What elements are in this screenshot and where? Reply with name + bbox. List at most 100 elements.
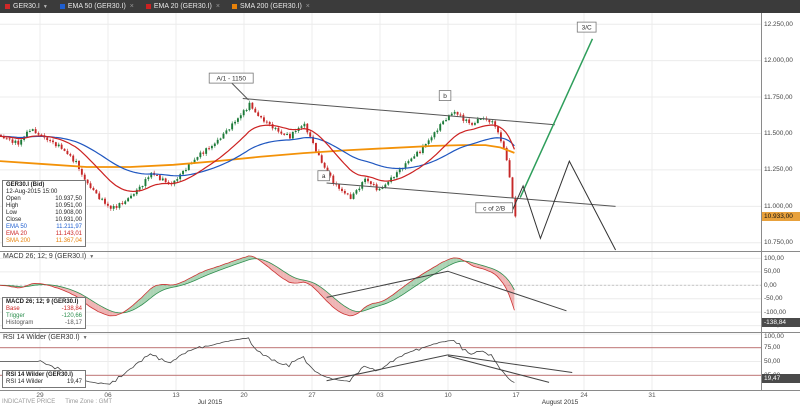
svg-text:b: b [443,93,447,100]
last-value-tag: 10.933,00 [762,211,800,221]
rsi-header[interactable]: RSI 14 Wilder (GER30.I) ▼ [3,334,88,341]
ohlc-row-open: Open 10.937,50 [6,196,82,202]
wave-label[interactable]: a [317,170,330,182]
last-value-tag: 19,47 [762,373,800,383]
tooltip-title: RSI 14 Wilder (GER30.I) [6,372,73,378]
ma-row-ema50: EMA 50 11.211,97 [6,224,82,230]
time-tick-label: 31 [648,392,656,399]
ohlc-row-high: High 10.951,00 [6,203,82,209]
time-tick-label: 29 [36,392,44,399]
time-tick-label: 17 [512,392,520,399]
sma200-line [0,144,515,168]
close-icon[interactable]: × [215,3,220,10]
series-color-swatch [59,4,65,9]
footer-note: INDICATIVE PRICE Time Zone : GMT [2,399,112,405]
chip-label: GER30.I [13,3,40,10]
ma-row-sma200: SMA 200 11.367,04 [6,238,82,244]
ohlc-row-low: Low 10.908,00 [6,210,82,216]
price-panel[interactable]: A/1 - 1150 b 3/C a c of 2/B 12.250,00 12.000,… [0,13,800,252]
macd-chart-svg [0,252,762,332]
axis-tick-label: 100,00 [764,254,784,262]
timezone-label: Time Zone : GMT [65,399,113,405]
ema20-line [0,124,515,193]
trend-line[interactable] [326,354,449,382]
rsi-header-label: RSI 14 Wilder (GER30.I) [3,334,80,341]
trend-line[interactable] [230,82,249,101]
candlesticks [0,100,517,218]
macd-row-trigger: Trigger -120,66 [6,313,82,319]
rsi-chart-svg [0,333,762,390]
svg-text:A/1 - 1150: A/1 - 1150 [216,76,246,83]
price-chart-svg: A/1 - 1150 b 3/C a c of 2/B [0,13,762,251]
axis-tick-label: 10.750,00 [764,239,793,247]
trend-line[interactable] [519,38,594,198]
axis-tick-label: 11.500,00 [764,129,793,137]
indicative-price-label: INDICATIVE PRICE [2,399,56,405]
svg-text:3/C: 3/C [582,25,592,32]
rsi-row-value: RSI 14 Wilder 19,47 [6,379,82,385]
axis-tick-label: 12.000,00 [764,57,793,65]
price-axis[interactable]: 12.250,00 12.000,00 11.750,00 11.500,00 11.2… [761,13,800,251]
chart-toolbar: GER30.I ▼ EMA 50 (GER30.I) × EMA 20 (GER30.I… [0,0,800,13]
axis-tick-label: 100,00 [764,333,784,340]
time-tick-label: 24 [580,392,588,399]
trend-line[interactable] [326,270,449,298]
series-color-swatch [145,4,151,9]
macd-tooltip: MACD 26; 12; 9 (GER30.I) Base -138,84 Tri… [2,297,86,329]
time-tick-label: 27 [308,392,316,399]
indicator-chip-1[interactable]: EMA 50 (GER30.I) × [59,3,134,10]
trend-line[interactable] [326,182,616,207]
macd-header-label: MACD 26; 12; 9 (GER30.I) [3,253,87,260]
macd-panel[interactable]: MACD 26; 12; 9 (GER30.I) ▼ 100,00 50,00 0,… [0,252,800,333]
axis-tick-label: -50,00 [764,295,783,303]
indicator-chip-3[interactable]: SMA 200 (GER30.I) × [231,3,310,10]
macd-axis[interactable]: 100,0050,000,00-50,00-100,00-150,00-138,… [761,252,800,332]
time-tick-label: 20 [240,392,248,399]
ma-row-ema20: EMA 20 11.143,01 [6,231,82,237]
month-label: August 2015 [541,399,579,406]
tooltip-datetime: 12-Aug-2015 15:00 [6,189,58,195]
axis-tick-label: 0,00 [764,281,777,289]
macd-row-base: Base -138,84 [6,306,82,312]
axis-tick-label: 12.250,00 [764,20,793,28]
wave-label[interactable]: A/1 - 1150 [208,72,254,84]
axis-tick-label: 11.000,00 [764,202,793,210]
wave-label[interactable]: 3/C [576,21,597,33]
ema50-line [0,135,515,177]
wave-label[interactable]: c of 2/B [475,202,513,214]
rsi-tooltip: RSI 14 Wilder (GER30.I) RSI 14 Wilder 19,… [2,370,86,388]
indicator-chip-2[interactable]: EMA 20 (GER30.I) × [145,3,220,10]
series-color-swatch [231,4,237,9]
wave-label[interactable]: b [438,90,452,101]
rsi-panel[interactable]: RSI 14 Wilder (GER30.I) ▼ 100,00 75,00 50,… [0,333,800,391]
close-icon[interactable]: × [129,3,134,10]
svg-text:a: a [322,173,326,180]
axis-tick-label: 75,00 [764,344,781,352]
ohlc-tooltip: GER30.I (Bid) 12-Aug-2015 15:00 Open 10.9… [2,180,86,247]
chevron-down-icon[interactable]: ▼ [42,3,48,10]
trend-line[interactable] [447,355,550,383]
projection-zigzag [511,159,617,251]
svg-text:c of 2/B: c of 2/B [483,205,505,212]
instrument-chip[interactable]: GER30.I ▼ [5,3,48,10]
chip-label: SMA 200 (GER30.I) [239,3,302,10]
time-tick-label: 03 [376,392,384,399]
trend-line[interactable] [447,354,573,373]
ohlc-row-close: Close 10.931,00 [6,217,82,223]
macd-header[interactable]: MACD 26; 12; 9 (GER30.I) ▼ [3,253,94,260]
time-tick-label: 06 [104,392,112,399]
time-axis[interactable]: INDICATIVE PRICE Time Zone : GMT 29 06 13 2… [0,391,800,407]
close-icon[interactable]: × [305,3,310,10]
trend-line[interactable] [242,98,555,126]
trend-line[interactable] [447,270,567,312]
tooltip-title: GER30.I (Bid) [6,182,45,188]
chevron-down-icon[interactable]: ▼ [89,253,95,260]
axis-tick-label: 50,00 [764,268,781,276]
time-tick-label: 13 [172,392,180,399]
axis-tick-label: 11.250,00 [764,166,793,174]
month-label: Jul 2015 [197,399,223,406]
chevron-down-icon[interactable]: ▼ [82,334,88,341]
axis-tick-label: 11.750,00 [764,93,793,101]
